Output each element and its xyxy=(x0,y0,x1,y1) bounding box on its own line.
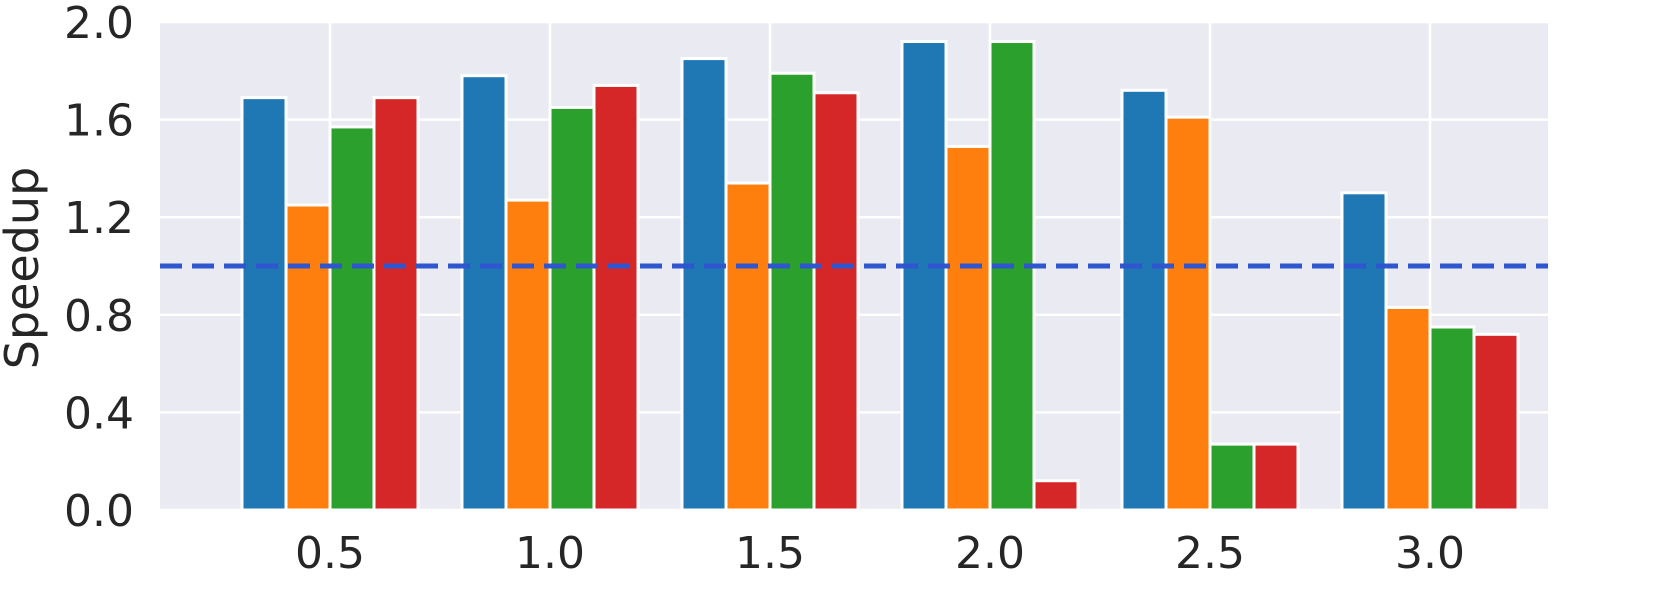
bar-series-4-1.0 xyxy=(592,83,640,512)
bar-series-3-2.5 xyxy=(1208,442,1256,512)
bar-series-1-1.5 xyxy=(680,57,728,512)
x-tick-label: 2.0 xyxy=(955,528,1025,579)
x-tick-label: 0.5 xyxy=(295,528,365,579)
bar-series-3-2.0 xyxy=(988,40,1036,512)
y-tick-labels: 0.0 0.4 0.8 1.2 1.6 2.0 xyxy=(64,0,134,537)
bar-series-3-1.0 xyxy=(548,105,596,512)
y-tick-label: 0.0 xyxy=(64,486,134,537)
bar-series-4-3.0 xyxy=(1472,332,1520,512)
bar-series-2-0.5 xyxy=(284,203,332,512)
bar-series-1-2.5 xyxy=(1120,88,1168,512)
bar-series-4-1.5 xyxy=(812,91,860,512)
bar-series-4-0.5 xyxy=(372,96,420,512)
bar-series-2-1.0 xyxy=(504,198,552,512)
bar-series-2-2.5 xyxy=(1164,115,1212,512)
bar-series-1-0.5 xyxy=(240,96,288,512)
bar-series-1-3.0 xyxy=(1340,191,1388,512)
y-tick-label: 0.8 xyxy=(64,291,134,342)
x-tick-label: 2.5 xyxy=(1175,528,1245,579)
bar-series-4-2.0 xyxy=(1032,479,1080,512)
y-axis-label: Speedup xyxy=(0,167,49,370)
bar-series-1-1.0 xyxy=(460,74,508,512)
bar-series-4-2.5 xyxy=(1252,442,1300,512)
bar-series-2-2.0 xyxy=(944,144,992,512)
bars xyxy=(240,40,1520,512)
bar-series-3-0.5 xyxy=(328,125,376,512)
x-tick-label: 1.0 xyxy=(515,528,585,579)
x-tick-label: 1.5 xyxy=(735,528,805,579)
bar-series-2-1.5 xyxy=(724,181,772,512)
y-tick-label: 2.0 xyxy=(64,0,134,49)
bar-series-3-3.0 xyxy=(1428,325,1476,512)
y-tick-label: 1.2 xyxy=(64,193,134,244)
bar-series-2-3.0 xyxy=(1384,305,1432,512)
y-tick-label: 1.6 xyxy=(64,96,134,147)
x-tick-label: 3.0 xyxy=(1395,528,1465,579)
y-tick-label: 0.4 xyxy=(64,388,134,439)
x-tick-labels: 0.5 1.0 1.5 2.0 2.5 3.0 xyxy=(295,528,1465,579)
bar-series-1-2.0 xyxy=(900,40,948,512)
bar-series-3-1.5 xyxy=(768,71,816,512)
